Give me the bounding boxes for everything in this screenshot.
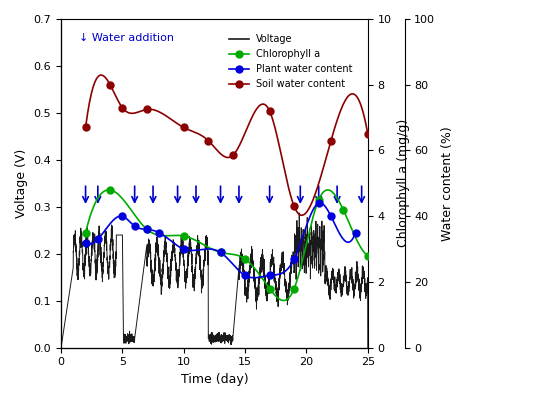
Text: ↓ Water addition: ↓ Water addition — [80, 33, 175, 43]
Y-axis label: Water content (%): Water content (%) — [441, 126, 454, 241]
Legend: Voltage, Chlorophyll a, Plant water content, Soil water content: Voltage, Chlorophyll a, Plant water cont… — [225, 30, 357, 93]
X-axis label: Time (day): Time (day) — [181, 373, 248, 386]
Y-axis label: Voltage (V): Voltage (V) — [15, 149, 28, 218]
Y-axis label: Chlorophyll a (mg/g): Chlorophyll a (mg/g) — [397, 119, 410, 247]
